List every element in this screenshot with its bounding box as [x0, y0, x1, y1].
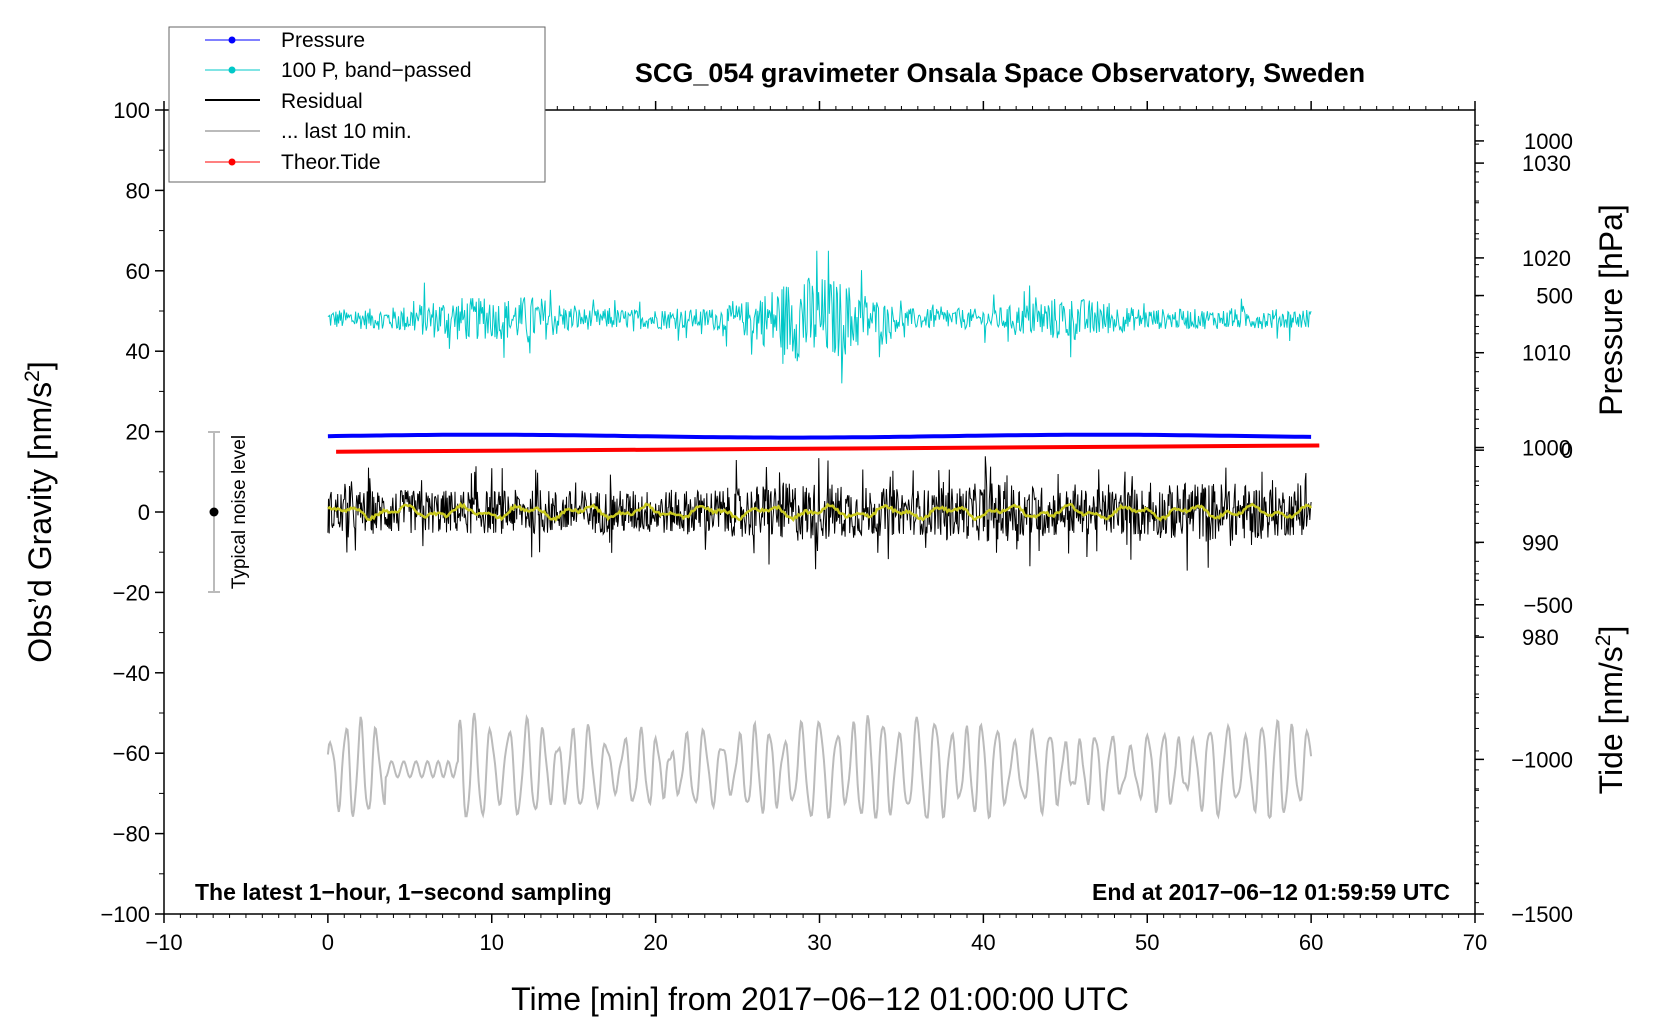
legend-dot-pressure — [228, 36, 236, 44]
tide-axis-title: Tide [nm/s2] — [1592, 626, 1629, 795]
y-tick-label: 60 — [126, 259, 150, 284]
y-tick-label: 40 — [126, 339, 150, 364]
legend-item-pressure: Pressure — [205, 29, 365, 52]
chart-title: SCG_054 gravimeter Onsala Space Observat… — [635, 58, 1365, 88]
legend-dot-theor-tide — [228, 158, 236, 166]
tide-tick-label: 0 — [1561, 438, 1573, 463]
y-tick-label: 80 — [126, 178, 150, 203]
x-tick-label: 10 — [480, 930, 504, 955]
legend-item-theor-tide: Theor.Tide — [205, 151, 381, 174]
y-tick-label: −60 — [113, 741, 150, 766]
x-tick-label: −10 — [145, 930, 182, 955]
x-tick-label: 20 — [643, 930, 667, 955]
pressure-tick-label: 980 — [1522, 625, 1559, 650]
series-band-passed — [327, 250, 1312, 384]
series-last-10-min — [326, 712, 1313, 820]
x-tick-label: 70 — [1463, 930, 1487, 955]
y-axis-title-base: Obs’d Gravity [nm/s — [22, 382, 58, 663]
legend-box — [168, 26, 546, 183]
pressure-axis-title: Pressure [hPa] — [1593, 204, 1629, 416]
legend-label-last-10-min: ... last 10 min. — [281, 120, 412, 143]
tide-axis-title-sup: 2 — [1592, 635, 1615, 647]
series-layer — [326, 250, 1320, 820]
x-tick-label: 40 — [971, 930, 995, 955]
series-smoothed-residual — [327, 501, 1313, 522]
series-pressure — [327, 432, 1312, 440]
y-tick-label: −80 — [113, 822, 150, 847]
tide-tick-label: 500 — [1536, 284, 1573, 309]
axes-layer: −10 0 10 20 30 40 50 60 70−100−80−60−40−20020406… — [100, 98, 1573, 955]
y-tick-label: −40 — [113, 661, 150, 686]
y-axis-title-close: ] — [22, 361, 58, 370]
pressure-tick-label: 1000 — [1522, 436, 1571, 461]
legend-label-residual: Residual — [281, 90, 363, 113]
tide-tick-label: 1000 — [1524, 129, 1573, 154]
pressure-tick-label: 1030 — [1522, 151, 1571, 176]
legend-label-theor-tide: Theor.Tide — [281, 151, 381, 174]
legend: Pressure 100 P, band−passed Residual ...… — [168, 26, 546, 183]
pressure-tick-label: 1020 — [1522, 246, 1571, 271]
legend-item-last-10-min: ... last 10 min. — [205, 120, 412, 143]
x-tick-label: 30 — [807, 930, 831, 955]
y-tick-label: −20 — [113, 580, 150, 605]
x-tick-label: 60 — [1299, 930, 1323, 955]
y-tick-label: −100 — [100, 902, 150, 927]
legend-label-band-passed: 100 P, band−passed — [281, 59, 472, 82]
tide-tick-label: −500 — [1523, 593, 1573, 618]
series-residual — [327, 456, 1312, 571]
series-theor-tide — [336, 443, 1320, 454]
noise-center-dot — [209, 507, 219, 517]
end-time-note: End at 2017−06−12 01:59:59 UTC — [1092, 879, 1450, 905]
y-tick-label: 0 — [138, 500, 150, 525]
pressure-tick-label: 990 — [1522, 530, 1559, 555]
y-tick-label: 20 — [126, 420, 150, 445]
tide-tick-label: −1000 — [1511, 747, 1573, 772]
legend-item-band-passed: 100 P, band−passed — [205, 59, 472, 82]
x-tick-label: 0 — [322, 930, 334, 955]
legend-label-pressure: Pressure — [281, 29, 365, 52]
pressure-tick-label: 1010 — [1522, 341, 1571, 366]
x-axis-title: Time [min] from 2017−06−12 01:00:00 UTC — [511, 981, 1129, 1017]
x-tick-label: 50 — [1135, 930, 1159, 955]
y-tick-label: 100 — [113, 98, 150, 123]
tide-tick-label: −1500 — [1511, 902, 1573, 927]
sampling-note: The latest 1−hour, 1−second sampling — [195, 879, 612, 905]
y-axis-title: Obs’d Gravity [nm/s2] — [21, 361, 58, 663]
legend-dot-band-passed — [228, 66, 236, 74]
noise-level-indicator: Typical noise level — [208, 431, 250, 593]
tide-axis-title-base: Tide [nm/s — [1593, 646, 1629, 794]
y-axis-title-sup: 2 — [21, 370, 44, 382]
legend-item-residual: Residual — [205, 90, 363, 113]
tide-axis-title-close: ] — [1593, 626, 1629, 635]
noise-label: Typical noise level — [229, 435, 250, 589]
